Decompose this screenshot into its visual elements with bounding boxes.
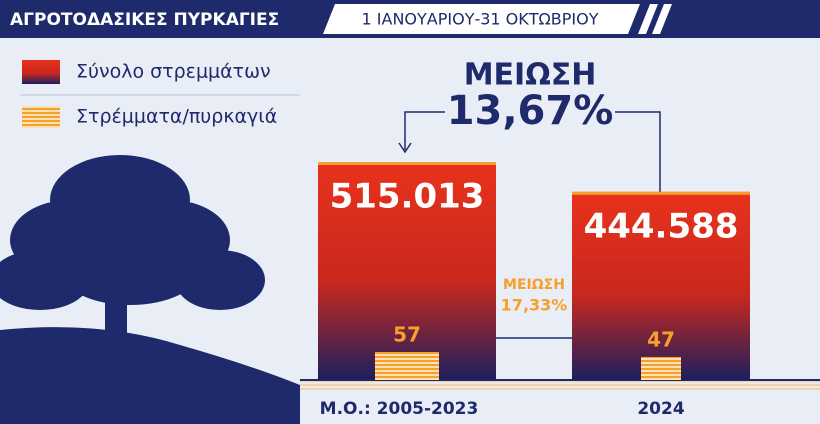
chart-subtitle: 1 ΙΑΝΟΥΑΡΙΟΥ-31 ΟΚΤΩΒΡΙΟΥ: [362, 10, 599, 29]
bar: [318, 162, 496, 380]
annotation: 13,67%: [447, 88, 614, 134]
legend-swatch: [22, 106, 60, 128]
arrow: [398, 111, 445, 154]
tree: [0, 155, 300, 424]
x-tick-label: 2024: [637, 399, 684, 419]
slash: [652, 4, 672, 34]
bar-top: [318, 162, 496, 165]
annotation: 17,33%: [501, 296, 568, 315]
annotation: ΜΕΙΩΣΗ: [503, 277, 565, 293]
bar: [572, 191, 750, 380]
legend-label: Στρέμματα/πυρκαγιά: [76, 106, 277, 128]
bar: [641, 356, 681, 380]
annotation: ΜΕΙΩΣΗ: [464, 58, 597, 93]
ground-stripes: [300, 380, 820, 390]
chart-title: ΑΓΡΟΤΟΔΑΣΙΚΕΣ ΠΥΡΚΑΓΙΕΣ: [10, 10, 279, 30]
value-label: 515.013: [330, 177, 485, 217]
legend-swatch: [22, 60, 60, 84]
slash: [638, 4, 658, 34]
bar: [375, 352, 439, 380]
legend-label: Σύνολο στρεμμάτων: [76, 61, 271, 83]
value-label: 57: [393, 323, 421, 347]
header-white: [323, 4, 640, 34]
value-label: 444.588: [584, 206, 739, 246]
value-label: 47: [647, 327, 675, 351]
x-tick-label: Μ.Ο.: 2005-2023: [320, 399, 479, 419]
bar-top: [572, 191, 750, 195]
